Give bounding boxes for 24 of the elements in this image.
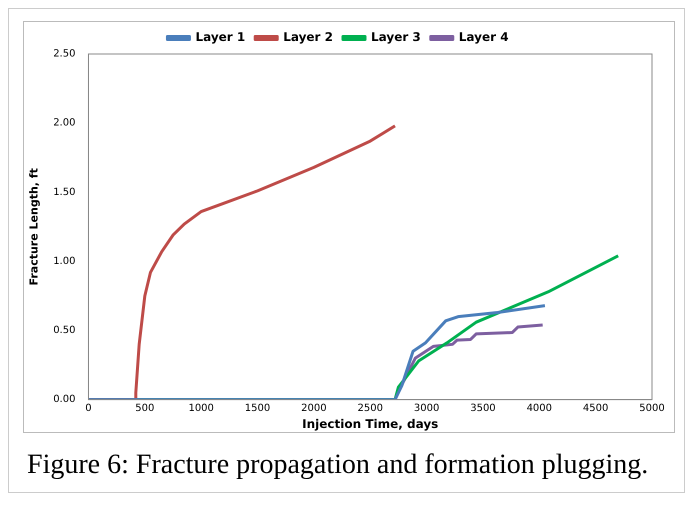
x-tick-label: 3500	[470, 403, 496, 414]
x-tick-label: 4000	[526, 403, 552, 414]
y-tick-label: 0.00	[53, 394, 76, 406]
x-tick-label: 500	[135, 403, 154, 414]
caption: Figure 6: Fracture propagation and formation plugging.	[26, 448, 650, 482]
y-axis-title: Fracture Length, ft	[27, 168, 40, 286]
legend-label: Layer 4	[458, 30, 509, 44]
x-tick-label: 2500	[358, 403, 383, 414]
x-tick-label: 2000	[301, 403, 327, 414]
y-tick-label: 2.50	[53, 48, 76, 60]
legend-label: Layer 3	[371, 30, 421, 44]
legend-label: Layer 1	[195, 30, 246, 44]
x-tick-label: 1000	[188, 403, 214, 414]
y-tick-label: 1.50	[53, 186, 76, 198]
legend-label: Layer 2	[283, 30, 333, 44]
y-tick-label: 1.00	[53, 256, 76, 267]
x-tick-label: 3000	[414, 403, 440, 414]
x-tick-label: 5000	[639, 403, 665, 414]
x-axis-title: Injection Time, days	[302, 416, 438, 431]
y-tick-label: 0.50	[53, 325, 76, 336]
y-tick-label: 2.00	[53, 118, 76, 129]
x-tick-label: 1500	[244, 403, 270, 414]
x-tick-label: 0	[85, 403, 92, 414]
x-tick-label: 4500	[582, 403, 608, 414]
